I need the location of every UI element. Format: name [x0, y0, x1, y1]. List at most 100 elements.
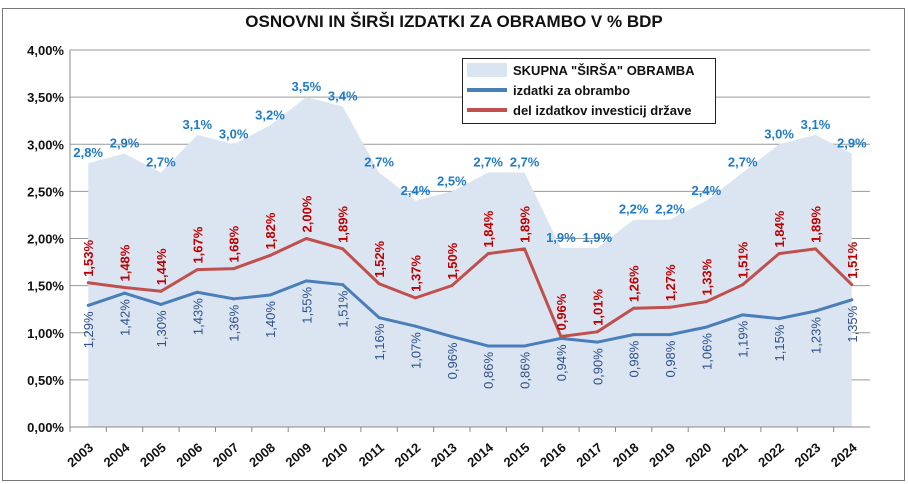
data-label-red: 1,68% [227, 225, 242, 262]
data-label-blue: 1,36% [227, 304, 242, 341]
data-point [632, 333, 636, 337]
x-tick-label: 2009 [282, 440, 314, 470]
data-label-red: 1,89% [808, 206, 823, 243]
data-label-red: 1,33% [699, 258, 714, 295]
x-tick-label: 2003 [64, 440, 96, 470]
y-tick-label: 2,50% [27, 184, 64, 199]
data-label-blue: 1,55% [299, 286, 314, 323]
data-point [813, 247, 817, 251]
data-point [595, 330, 599, 334]
data-label-red: 1,37% [408, 255, 423, 292]
data-label-area: 2,2% [655, 202, 685, 217]
data-point [559, 335, 563, 339]
data-point [268, 253, 272, 257]
data-label-area: 3,5% [292, 79, 322, 94]
x-tick-label: 2012 [392, 440, 424, 470]
x-tick-label: 2021 [719, 440, 751, 470]
data-label-blue: 0,96% [445, 342, 460, 379]
data-point [450, 335, 454, 339]
data-point [486, 344, 490, 348]
data-label-blue: 1,43% [190, 298, 205, 335]
x-tick-label: 2007 [210, 440, 242, 470]
data-label-blue: 1,42% [118, 299, 133, 336]
data-point [268, 293, 272, 297]
data-label-blue: 1,15% [772, 324, 787, 361]
data-label-area: 2,8% [73, 145, 103, 160]
data-label-area: 1,9% [582, 230, 612, 245]
data-point [523, 247, 527, 251]
legend-swatch-area [467, 63, 507, 77]
data-point [668, 333, 672, 337]
data-label-blue: 0,86% [481, 352, 496, 389]
legend-swatch-blue [467, 88, 507, 92]
x-tick-label: 2005 [137, 440, 169, 470]
data-label-red: 1,51% [845, 241, 860, 278]
data-point [413, 324, 417, 328]
data-label-area: 2,4% [692, 183, 722, 198]
legend[interactable]: SKUPNA "ŠIRŠA" OBRAMBA izdatki za obramb… [462, 58, 716, 124]
data-point [850, 283, 854, 287]
x-tick-label: 2018 [610, 440, 642, 470]
data-label-area: 3,1% [801, 117, 831, 132]
data-label-blue: 0,86% [518, 352, 533, 389]
data-label-area: 3,0% [219, 126, 249, 141]
line-series-investicije-drzave [87, 237, 853, 339]
data-label-red: 1,52% [372, 240, 387, 277]
data-label-red: 1,53% [81, 239, 96, 276]
data-label-blue: 1,51% [336, 290, 351, 327]
data-label-red: 1,84% [481, 210, 496, 247]
data-label-blue: 0,98% [627, 340, 642, 377]
data-label-red: 1,67% [190, 226, 205, 263]
data-label-blue: 1,19% [736, 320, 751, 357]
data-label-blue: 1,06% [699, 333, 714, 370]
legend-label: del izdatkov investicij države [513, 102, 692, 118]
data-point [741, 313, 745, 317]
legend-item-area: SKUPNA "ŠIRŠA" OBRAMBA [467, 61, 695, 79]
data-label-blue: 0,98% [663, 340, 678, 377]
data-label-area: 3,2% [255, 107, 285, 122]
x-tick-label: 2010 [319, 440, 351, 470]
data-point [704, 300, 708, 304]
data-label-red: 1,48% [118, 244, 133, 281]
legend-item-red: del izdatkov investicij države [467, 101, 691, 119]
x-tick-label: 2011 [356, 440, 387, 470]
data-point [86, 281, 90, 285]
y-tick-label: 0,00% [27, 420, 64, 435]
data-label-red: 1,84% [772, 210, 787, 247]
x-tick-label: 2019 [646, 440, 678, 470]
data-point [486, 252, 490, 256]
x-tick-label: 2020 [682, 440, 714, 470]
data-point [304, 279, 308, 283]
data-point [741, 283, 745, 287]
data-point [86, 303, 90, 307]
legend-label: SKUPNA "ŠIRŠA" OBRAMBA [513, 62, 695, 78]
data-label-area: 2,9% [837, 136, 867, 151]
data-point [341, 283, 345, 287]
data-label-red: 1,01% [590, 289, 605, 326]
data-label-red: 1,27% [663, 264, 678, 301]
data-label-red: 2,00% [299, 195, 314, 232]
data-point [195, 290, 199, 294]
y-tick-label: 3,50% [27, 90, 64, 105]
data-point [195, 268, 199, 272]
x-tick-label: 2006 [173, 440, 205, 470]
data-point [304, 237, 308, 240]
data-label-red: 1,44% [154, 248, 169, 285]
data-point [123, 291, 127, 295]
data-label-blue: 1,16% [372, 323, 387, 360]
y-tick-label: 4,00% [27, 43, 64, 58]
data-point [777, 317, 781, 321]
data-point [813, 309, 817, 313]
x-tick-label: 2023 [792, 440, 824, 470]
data-point [668, 305, 672, 309]
data-label-area: 2,7% [146, 155, 176, 170]
legend-swatch-red [467, 108, 507, 112]
data-label-red: 1,51% [736, 241, 751, 278]
chart-title: OSNOVNI IN ŠIRŠI IZDATKI ZA OBRAMBO V % … [245, 12, 663, 31]
data-label-area: 3,1% [182, 117, 212, 132]
legend-label: izdatki za obrambo [513, 82, 631, 98]
data-label-red: 1,89% [518, 206, 533, 243]
data-point [232, 267, 236, 271]
x-tick-label: 2015 [501, 440, 533, 470]
data-label-blue: 1,40% [263, 301, 278, 338]
